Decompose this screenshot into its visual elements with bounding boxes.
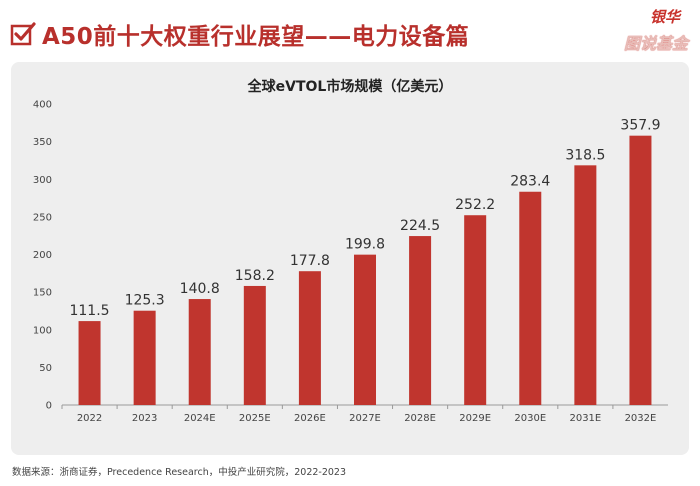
data-label: 177.8 (290, 253, 330, 269)
checkbox-icon (10, 22, 36, 46)
x-tick-label: 2026E (294, 413, 326, 424)
data-label: 283.4 (510, 174, 550, 190)
data-label: 252.2 (455, 197, 495, 213)
x-tick-label: 2027E (349, 413, 381, 424)
bar (519, 191, 542, 405)
data-label: 125.3 (125, 293, 165, 309)
bar (188, 299, 211, 405)
data-label: 199.8 (345, 237, 385, 253)
data-label: 357.9 (620, 118, 660, 134)
data-label: 140.8 (180, 281, 220, 297)
y-tick-label: 200 (33, 250, 52, 261)
data-label: 318.5 (565, 147, 605, 163)
y-tick-label: 100 (33, 325, 52, 336)
bar (629, 135, 652, 406)
x-tick-label: 2031E (569, 413, 601, 424)
x-tick-label: 2032E (625, 413, 657, 424)
x-tick-label: 2025E (239, 413, 271, 424)
bar (354, 254, 376, 405)
x-tick-label: 2028E (404, 413, 436, 424)
x-tick-label: 2022 (77, 413, 102, 424)
x-tick-label: 2029E (459, 413, 491, 424)
bar (409, 236, 432, 405)
bar (133, 310, 156, 405)
bar (574, 165, 597, 405)
x-tick-label: 2023 (132, 413, 157, 424)
x-tick-label: 2024E (184, 413, 216, 424)
page-title: A50前十大权重行业展望——电力设备篇 (42, 24, 470, 50)
y-tick-label: 0 (46, 401, 52, 412)
x-tick-label: 2030E (514, 413, 546, 424)
data-label: 224.5 (400, 218, 440, 234)
y-tick-label: 150 (33, 288, 52, 299)
data-label: 111.5 (69, 303, 109, 319)
bar (78, 321, 101, 405)
y-tick-label: 400 (33, 100, 52, 111)
y-tick-label: 350 (33, 137, 52, 148)
y-tick-label: 50 (39, 363, 52, 374)
logo-text-bottom: 图说基金 (623, 34, 688, 53)
bar (298, 271, 321, 405)
y-tick-label: 300 (33, 175, 52, 186)
chart-title: 全球eVTOL市场规模（亿美元） (247, 79, 453, 95)
source-note: 数据来源：浙商证券，Precedence Research，中投产业研究院，20… (12, 467, 347, 478)
data-label: 158.2 (235, 268, 275, 284)
y-tick-label: 250 (33, 212, 52, 223)
logo-text-top: 银华 (649, 8, 680, 26)
header: A50前十大权重行业展望——电力设备篇 银华 图说基金 (0, 0, 700, 58)
bar (243, 285, 266, 405)
bar (464, 215, 487, 405)
